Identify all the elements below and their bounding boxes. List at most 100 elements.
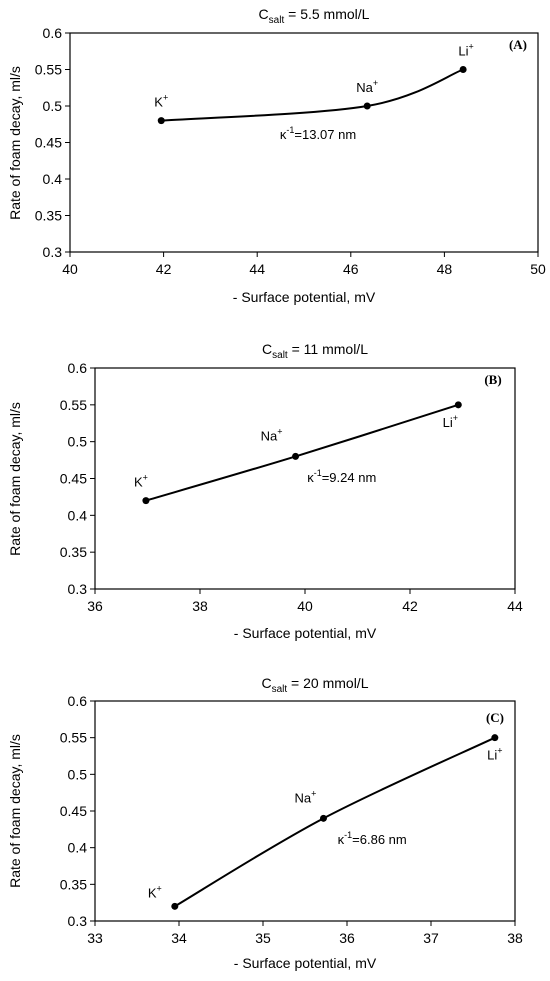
data-point bbox=[459, 66, 467, 73]
point-label: Li+ bbox=[487, 746, 502, 763]
panel-label: (B) bbox=[484, 372, 501, 387]
chart-title-sub: salt bbox=[272, 684, 288, 695]
plot-frame bbox=[94, 367, 516, 590]
x-tick-label: 38 bbox=[507, 930, 523, 946]
y-tick-label: 0.3 bbox=[43, 244, 63, 260]
x-tick-label: 37 bbox=[423, 930, 439, 946]
x-tick-label: 40 bbox=[297, 598, 313, 614]
y-tick-label: 0.5 bbox=[68, 434, 88, 450]
chart-title-sub: salt bbox=[269, 15, 285, 26]
annotation-kappa: κ bbox=[307, 470, 314, 485]
point-label: K+ bbox=[154, 93, 168, 110]
y-tick-label: 0.6 bbox=[43, 25, 63, 41]
y-tick-label: 0.45 bbox=[60, 471, 87, 487]
point-label-ion: Li bbox=[487, 748, 497, 763]
panel-label: (A) bbox=[509, 37, 527, 52]
x-axis-label: - Surface potential, mV bbox=[233, 289, 376, 305]
y-tick-label: 0.5 bbox=[43, 98, 63, 114]
chart-title-main: C bbox=[261, 675, 271, 691]
x-tick-label: 33 bbox=[87, 930, 103, 946]
plot-frame bbox=[69, 32, 539, 253]
point-label-charge: + bbox=[373, 78, 378, 88]
data-point bbox=[319, 814, 327, 822]
point-label-ion: Na bbox=[356, 80, 373, 95]
y-axis-label: Rate of foam decay, ml/s bbox=[7, 734, 23, 888]
x-tick-label: 42 bbox=[156, 261, 172, 277]
y-tick-label: 0.6 bbox=[68, 693, 88, 709]
x-tick-label: 35 bbox=[255, 930, 271, 946]
point-label-ion: K bbox=[154, 95, 163, 110]
point-label: Na+ bbox=[261, 426, 283, 443]
x-tick-label: 48 bbox=[437, 261, 453, 277]
series-line bbox=[145, 403, 459, 502]
point-label-ion: Na bbox=[261, 428, 278, 443]
y-tick-label: 0.4 bbox=[68, 507, 88, 523]
x-tick-label: 44 bbox=[507, 598, 523, 614]
annotation-kappa: κ bbox=[338, 832, 345, 847]
point-label-charge: + bbox=[497, 746, 502, 756]
y-tick-label: 0.5 bbox=[68, 766, 88, 782]
point-label-ion: K bbox=[134, 475, 143, 490]
y-tick-label: 0.45 bbox=[60, 803, 87, 819]
series-line bbox=[174, 736, 496, 908]
data-point bbox=[157, 117, 165, 125]
x-tick-label: 44 bbox=[249, 261, 265, 277]
x-axis-label: - Surface potential, mV bbox=[234, 625, 377, 641]
y-axis-label: Rate of foam decay, ml/s bbox=[7, 402, 23, 556]
y-tick-label: 0.45 bbox=[35, 135, 62, 151]
point-label-charge: + bbox=[143, 473, 148, 483]
point-label-charge: + bbox=[157, 883, 162, 893]
chart-title-rest: = 5.5 mmol/L bbox=[284, 6, 369, 22]
data-point bbox=[171, 902, 179, 910]
chart-title: Csalt = 11 mmol/L bbox=[262, 341, 368, 361]
point-label-ion: Na bbox=[295, 790, 312, 805]
x-tick-label: 36 bbox=[339, 930, 355, 946]
y-tick-label: 0.6 bbox=[68, 360, 88, 376]
point-label: K+ bbox=[134, 473, 148, 490]
chart-title-rest: = 11 mmol/L bbox=[288, 341, 368, 357]
x-tick-label: 42 bbox=[402, 598, 418, 614]
y-tick-label: 0.4 bbox=[43, 171, 63, 187]
y-tick-label: 0.4 bbox=[68, 840, 88, 856]
point-label-charge: + bbox=[453, 413, 458, 423]
annotation-exponent: -1 bbox=[314, 468, 322, 478]
point-label: Li+ bbox=[443, 413, 458, 430]
point-label-charge: + bbox=[163, 93, 168, 103]
y-tick-label: 0.3 bbox=[68, 581, 88, 597]
annotation-value: =13.07 nm bbox=[294, 127, 356, 142]
point-label: Li+ bbox=[458, 42, 473, 59]
x-tick-label: 40 bbox=[62, 261, 78, 277]
point-label-ion: Li bbox=[443, 415, 453, 430]
debye-length-annotation: κ-1=13.07 nm bbox=[280, 125, 356, 142]
chart-title-main: C bbox=[259, 6, 269, 22]
data-point bbox=[491, 734, 499, 742]
chart-title: Csalt = 5.5 mmol/L bbox=[259, 6, 370, 26]
chart-title: Csalt = 20 mmol/L bbox=[261, 675, 368, 695]
chart-title-sub: salt bbox=[272, 350, 288, 361]
panel-label: (C) bbox=[486, 710, 504, 725]
x-tick-label: 36 bbox=[87, 598, 103, 614]
annotation-value: =6.86 nm bbox=[352, 832, 407, 847]
annotation-exponent: -1 bbox=[286, 125, 294, 135]
y-tick-label: 0.55 bbox=[60, 397, 87, 413]
x-axis-label: - Surface potential, mV bbox=[234, 955, 377, 971]
annotation-value: =9.24 nm bbox=[322, 470, 377, 485]
debye-length-annotation: κ-1=6.86 nm bbox=[338, 830, 407, 847]
y-tick-label: 0.35 bbox=[35, 208, 62, 224]
series-line bbox=[161, 68, 464, 122]
chart-panel-1: Csalt = 11 mmol/L (B) 36 38 40 42 44 0.3 0.35 0.4… bbox=[7, 341, 523, 641]
point-label-charge: + bbox=[469, 42, 474, 52]
x-tick-label: 38 bbox=[192, 598, 208, 614]
annotation-exponent: -1 bbox=[344, 830, 352, 840]
point-label: Na+ bbox=[295, 788, 317, 805]
point-label-charge: + bbox=[311, 788, 316, 798]
data-point bbox=[142, 497, 150, 505]
point-label-ion: K bbox=[148, 885, 157, 900]
y-tick-label: 0.35 bbox=[60, 544, 87, 560]
point-label: K+ bbox=[148, 883, 162, 900]
chart-title-rest: = 20 mmol/L bbox=[287, 675, 369, 691]
debye-length-annotation: κ-1=9.24 nm bbox=[307, 468, 376, 485]
x-tick-label: 50 bbox=[530, 261, 546, 277]
chart-panel-0: Csalt = 5.5 mmol/L (A) 40 42 44 46 48 50 0.3 0.35… bbox=[7, 6, 546, 305]
